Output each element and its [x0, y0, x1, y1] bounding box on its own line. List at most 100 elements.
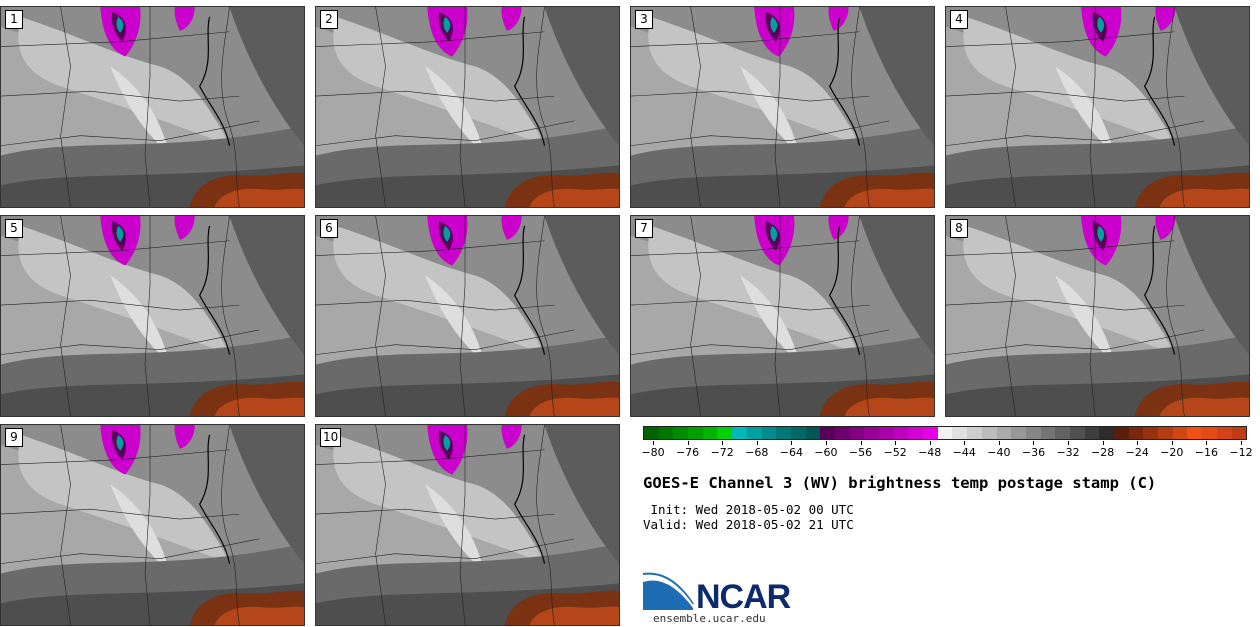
- water-vapor-map: [316, 425, 619, 625]
- colorbar-swatch: [732, 427, 747, 439]
- member-panel-6[interactable]: 6: [315, 215, 620, 417]
- colorbar-swatch: [820, 427, 835, 439]
- colorbar-swatch: [1055, 427, 1070, 439]
- colorbar-swatch: [1143, 427, 1159, 439]
- colorbar-swatch: [981, 427, 997, 439]
- colorbar-swatch: [1202, 427, 1217, 439]
- colorbar-swatch: [1084, 427, 1100, 439]
- water-vapor-map: [1, 7, 304, 207]
- colorbar-tick-mark: [1241, 441, 1242, 445]
- member-number: 4: [950, 10, 968, 29]
- colorbar-swatch: [658, 427, 674, 439]
- member-number: 9: [5, 428, 23, 447]
- colorbar-swatch: [644, 427, 659, 439]
- member-number: 1: [5, 10, 23, 29]
- colorbar-tick-label: −52: [883, 446, 907, 459]
- colorbar-swatch: [702, 427, 718, 439]
- colorbar-swatch: [952, 427, 968, 439]
- colorbar-swatch: [1025, 427, 1041, 439]
- colorbar-swatch: [1216, 427, 1232, 439]
- colorbar-tick-mark: [1033, 441, 1035, 445]
- member-number: 3: [635, 10, 653, 29]
- chart-title: GOES-E Channel 3 (WV) brightness temp po…: [643, 474, 1157, 492]
- colorbar-swatch: [1040, 427, 1056, 439]
- colorbar-tick-mark: [1206, 441, 1208, 445]
- colorbar-tick-mark: [791, 441, 793, 445]
- member-number: 2: [320, 10, 338, 29]
- colorbar-tick-mark: [1102, 441, 1104, 445]
- site-url[interactable]: ensemble.ucar.edu: [653, 612, 766, 625]
- colorbar-tick-label: −40: [987, 446, 1011, 459]
- colorbar-swatch: [879, 427, 894, 439]
- valid-time: Valid: Wed 2018-05-02 21 UTC: [643, 517, 854, 532]
- water-vapor-map: [631, 216, 934, 416]
- colorbar-swatch: [1128, 427, 1144, 439]
- colorbar-tick-label: −60: [814, 446, 838, 459]
- colorbar-tick-label: −64: [779, 446, 803, 459]
- colorbar-swatch: [864, 427, 879, 439]
- member-panel-10[interactable]: 10: [315, 424, 620, 626]
- colorbar-swatch: [1069, 427, 1085, 439]
- member-panel-4[interactable]: 4: [945, 6, 1250, 208]
- member-panel-3[interactable]: 3: [630, 6, 935, 208]
- colorbar-swatch: [673, 427, 689, 439]
- colorbar-tick-label: −24: [1125, 446, 1149, 459]
- member-panel-9[interactable]: 9: [0, 424, 305, 626]
- colorbar-tick-mark: [998, 441, 1000, 445]
- colorbar-tick-label: −44: [952, 446, 976, 459]
- colorbar-swatch: [937, 427, 953, 439]
- ncar-logo-text: NCAR: [696, 578, 791, 616]
- colorbar-swatch: [1158, 427, 1173, 439]
- colorbar-swatch: [834, 427, 850, 439]
- colorbar-swatch: [790, 427, 806, 439]
- colorbar-swatch: [849, 427, 865, 439]
- colorbar-swatch: [967, 427, 982, 439]
- member-panel-8[interactable]: 8: [945, 215, 1250, 417]
- colorbar-tick-label: −16: [1194, 446, 1219, 459]
- member-panel-7[interactable]: 7: [630, 215, 935, 417]
- colorbar-tick-mark: [1137, 441, 1139, 445]
- member-panel-1[interactable]: 1: [0, 6, 305, 208]
- colorbar-swatch: [776, 427, 791, 439]
- colorbar-ticks: −80 −76 −72 −68 −64 −60 −56 −52 −48 −44 −40 −36 −32−…: [641, 441, 1253, 461]
- colorbar-tick-label: −28: [1091, 446, 1115, 459]
- water-vapor-map: [316, 7, 619, 207]
- colorbar-swatch: [1187, 427, 1203, 439]
- member-number: 8: [950, 219, 968, 238]
- colorbar-swatch: [1231, 427, 1247, 439]
- colorbar-tick-label: −32: [1056, 446, 1080, 459]
- colorbar-tick-mark: [722, 441, 724, 445]
- colorbar-tick-mark: [895, 441, 897, 445]
- water-vapor-map: [1, 425, 304, 625]
- member-number: 5: [5, 219, 23, 238]
- colorbar-tick-label: −68: [745, 446, 769, 459]
- colorbar-swatch: [996, 427, 1012, 439]
- colorbar-swatch: [1011, 427, 1026, 439]
- colorbar-tick-mark: [929, 441, 931, 445]
- colorbar-tick-label: −76: [675, 446, 700, 459]
- colorbar-tick-label: −80: [641, 446, 665, 459]
- colorbar-tick-mark: [756, 441, 758, 445]
- member-panel-2[interactable]: 2: [315, 6, 620, 208]
- colorbar-swatch: [893, 427, 909, 439]
- colorbar-swatch: [908, 427, 924, 439]
- colorbar-tick-mark: [687, 441, 689, 445]
- water-vapor-map: [1, 216, 304, 416]
- colorbar-swatch: [1172, 427, 1188, 439]
- water-vapor-map: [631, 7, 934, 207]
- colorbar-tick-mark: [653, 441, 654, 445]
- colorbar-tick-mark: [860, 441, 862, 445]
- water-vapor-map: [946, 216, 1249, 416]
- colorbar-swatch: [923, 427, 938, 439]
- colorbar-tick-label: −12: [1229, 446, 1253, 459]
- colorbar-swatch: [1114, 427, 1129, 439]
- water-vapor-map: [316, 216, 619, 416]
- colorbar-swatch: [761, 427, 777, 439]
- colorbar-tick-label: −36: [1021, 446, 1046, 459]
- colorbar-swatch: [688, 427, 703, 439]
- colorbar-tick-label: −72: [710, 446, 734, 459]
- colorbar-swatch: [717, 427, 733, 439]
- ncar-logo-icon: [643, 572, 694, 610]
- member-panel-5[interactable]: 5: [0, 215, 305, 417]
- colorbar-tick-label: −20: [1160, 446, 1184, 459]
